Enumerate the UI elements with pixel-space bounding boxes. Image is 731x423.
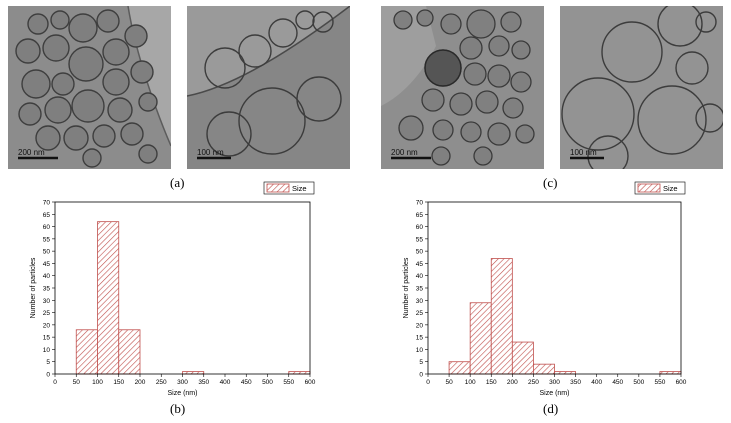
scale-bar-label: 200 nm bbox=[391, 148, 418, 157]
x-tick-label: 500 bbox=[262, 379, 273, 386]
legend-swatch bbox=[637, 183, 661, 193]
x-tick-label: 150 bbox=[486, 379, 497, 386]
histogram-b-svg: 0 5 10 15 20 25 30 35 40 45 50 55 60 65 70 0 50 100 150 200… bbox=[30, 181, 316, 397]
histogram-bar bbox=[490, 258, 513, 375]
x-tick-label: 50 bbox=[445, 379, 453, 386]
y-tick-label: 65 bbox=[43, 212, 51, 219]
histogram-bar bbox=[448, 361, 471, 375]
histogram-bar bbox=[75, 329, 98, 375]
y-tick-label: 25 bbox=[416, 310, 424, 317]
scale-bar-label: 100 nm bbox=[570, 148, 597, 157]
y-tick-label: 10 bbox=[43, 347, 51, 354]
y-tick-label: 20 bbox=[43, 322, 51, 329]
y-tick-label: 15 bbox=[416, 335, 424, 342]
panel-label-b: (b) bbox=[170, 401, 186, 416]
panel-label-d: (d) bbox=[543, 401, 559, 416]
x-tick-label: 0 bbox=[53, 379, 57, 386]
x-tick-label: 300 bbox=[177, 379, 188, 386]
x-axis-label: Size (nm) bbox=[540, 390, 570, 397]
histogram-bar bbox=[118, 329, 141, 375]
y-tick-label: 30 bbox=[416, 298, 424, 305]
histogram-b: 0 5 10 15 20 25 30 35 40 45 50 55 60 65 70 0 50 100 150 200… bbox=[0, 180, 360, 397]
micrograph-a1: 200 nm bbox=[8, 6, 171, 169]
plot-frame bbox=[427, 201, 682, 375]
y-axis-label: Number of particles bbox=[30, 257, 37, 318]
scale-bar-label: 200 nm bbox=[18, 148, 45, 157]
x-tick-label: 250 bbox=[156, 379, 167, 386]
x-axis-label: Size (nm) bbox=[168, 390, 198, 397]
x-tick-label: 0 bbox=[426, 379, 430, 386]
x-tick-label: 600 bbox=[676, 379, 687, 386]
y-tick-label: 40 bbox=[416, 273, 424, 280]
y-tick-label: 0 bbox=[46, 372, 50, 379]
legend-label: Size bbox=[663, 184, 678, 193]
x-tick-label: 200 bbox=[135, 379, 146, 386]
y-tick-label: 60 bbox=[43, 224, 51, 231]
y-tick-label: 60 bbox=[416, 224, 424, 231]
x-tick-label: 550 bbox=[654, 379, 665, 386]
x-tick-label: 350 bbox=[570, 379, 581, 386]
histogram-d-svg: 0 5 10 15 20 25 30 35 40 45 50 55 60 65 70 0 50 100 150 200… bbox=[403, 181, 687, 397]
legend-label: Size bbox=[292, 184, 307, 193]
micrograph-a2: 100 nm bbox=[187, 6, 350, 169]
x-tick-label: 450 bbox=[612, 379, 623, 386]
y-tick-label: 70 bbox=[416, 200, 424, 207]
y-tick-label: 10 bbox=[416, 347, 424, 354]
x-tick-label: 350 bbox=[198, 379, 209, 386]
x-tick-label: 200 bbox=[507, 379, 518, 386]
y-tick-label: 15 bbox=[43, 335, 51, 342]
x-tick-label: 450 bbox=[241, 379, 252, 386]
legend-swatch bbox=[266, 183, 290, 193]
y-tick-label: 70 bbox=[43, 200, 51, 207]
y-tick-label: 35 bbox=[43, 286, 51, 293]
y-tick-label: 50 bbox=[416, 249, 424, 256]
histogram-bar bbox=[97, 221, 120, 375]
x-tick-label: 100 bbox=[92, 379, 103, 386]
y-tick-label: 5 bbox=[419, 359, 423, 366]
x-tick-label: 300 bbox=[549, 379, 560, 386]
y-tick-label: 20 bbox=[416, 322, 424, 329]
y-tick-label: 40 bbox=[43, 273, 51, 280]
x-tick-label: 50 bbox=[73, 379, 81, 386]
panel-label-a: (a) bbox=[170, 175, 185, 190]
y-tick-label: 45 bbox=[43, 261, 51, 268]
x-tick-label: 500 bbox=[633, 379, 644, 386]
x-tick-label: 100 bbox=[465, 379, 476, 386]
y-tick-label: 0 bbox=[419, 372, 423, 379]
micrograph-c1: 200 nm bbox=[381, 6, 544, 169]
x-tick-label: 400 bbox=[591, 379, 602, 386]
x-tick-label: 550 bbox=[283, 379, 294, 386]
histogram-bar bbox=[511, 341, 534, 375]
micrograph-c2: 100 nm bbox=[560, 6, 723, 169]
y-tick-label: 55 bbox=[416, 236, 424, 243]
y-tick-label: 25 bbox=[43, 310, 51, 317]
y-tick-label: 30 bbox=[43, 298, 51, 305]
x-tick-label: 600 bbox=[305, 379, 316, 386]
histogram-bar bbox=[533, 363, 555, 375]
y-tick-label: 5 bbox=[46, 359, 50, 366]
x-tick-label: 400 bbox=[220, 379, 231, 386]
x-tick-label: 250 bbox=[528, 379, 539, 386]
histogram-bar bbox=[469, 302, 492, 375]
scale-bar-label: 100 nm bbox=[197, 148, 224, 157]
y-tick-label: 45 bbox=[416, 261, 424, 268]
y-tick-label: 65 bbox=[416, 212, 424, 219]
y-axis-label: Number of particles bbox=[403, 257, 410, 318]
panel-label-c: (c) bbox=[543, 175, 558, 190]
y-tick-label: 35 bbox=[416, 286, 424, 293]
histogram-d: 0 5 10 15 20 25 30 35 40 45 50 55 60 65 70 0 50 100 150 200… bbox=[373, 180, 731, 397]
x-tick-label: 150 bbox=[113, 379, 124, 386]
y-tick-label: 50 bbox=[43, 249, 51, 256]
y-tick-label: 55 bbox=[43, 236, 51, 243]
